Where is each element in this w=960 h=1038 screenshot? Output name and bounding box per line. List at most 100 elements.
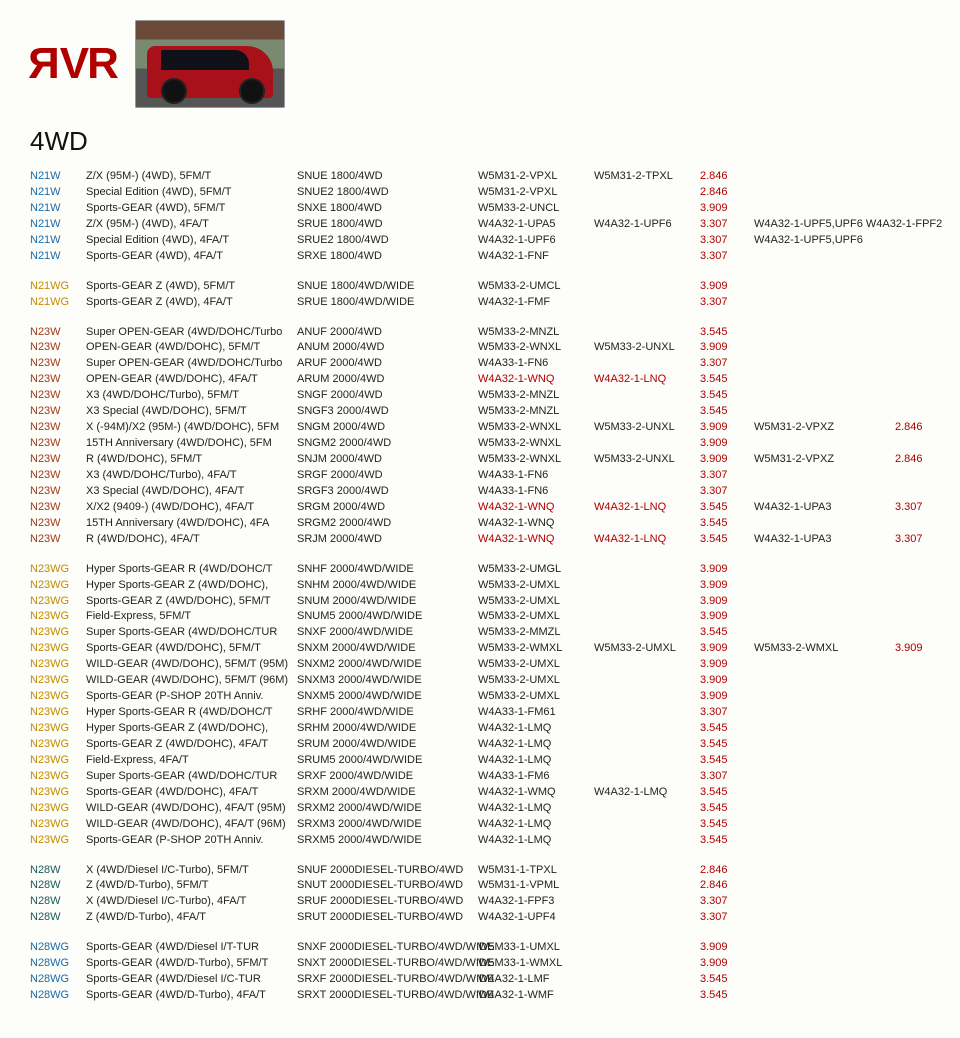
trans-extra [754, 721, 889, 737]
trans-primary: W5M33-2-UMXL [478, 657, 588, 673]
variant-desc: Sports-GEAR Z (4WD/DOHC), 4FA/T [86, 737, 291, 753]
ratio-primary: 2.846 [700, 878, 748, 894]
engine-code: SNXM5 2000/4WD/WIDE [297, 689, 472, 705]
model-code: N28WG [30, 988, 80, 1004]
table-row: N28WGSports-GEAR (4WD/D-Turbo), 5FM/TSNX… [30, 956, 930, 972]
engine-code: SNUT 2000DIESEL-TURBO/4WD [297, 878, 472, 894]
ratio-secondary [895, 833, 935, 849]
model-group: N23WG Hyper Sports-GEAR R (4WD/DOHC/T SNHF… [30, 562, 930, 849]
trans-primary: W5M33-2-UMGL [478, 562, 588, 578]
trans-primary: W4A32-1-FNF [478, 249, 588, 265]
trans-extra [754, 516, 889, 532]
trans-primary: W5M31-2-VPXL [478, 185, 588, 201]
engine-code: SRUT 2000DIESEL-TURBO/4WD [297, 910, 472, 926]
ratio-primary: 3.909 [700, 340, 748, 356]
trans-extra [754, 689, 889, 705]
ratio-secondary [895, 578, 935, 594]
trans-extra: W5M33-2-WMXL [754, 641, 889, 657]
variant-desc: Z (4WD/D-Turbo), 4FA/T [86, 910, 291, 926]
table-row: N23WSuper OPEN-GEAR (4WD/DOHC/TurboARUF … [30, 356, 930, 372]
ratio-secondary [895, 404, 935, 420]
ratio-secondary [895, 356, 935, 372]
model-code: N23WG [30, 769, 80, 785]
model-code: N23W [30, 468, 80, 484]
table-row: N23WGHyper Sports-GEAR Z (4WD/DOHC),SRHM… [30, 721, 930, 737]
table-row: N23WR (4WD/DOHC), 5FM/TSNJM 2000/4WDW5M3… [30, 452, 930, 468]
ratio-primary: 3.909 [700, 201, 748, 217]
variant-desc: X3 Special (4WD/DOHC), 5FM/T [86, 404, 291, 420]
model-code: N28W [30, 863, 80, 879]
table-row: N23WX3 (4WD/DOHC/Turbo), 5FM/TSNGF 2000/… [30, 388, 930, 404]
variant-desc: Hyper Sports-GEAR R (4WD/DOHC/T [86, 562, 291, 578]
table-row: N23WGHyper Sports-GEAR R (4WD/DOHC/TSRHF… [30, 705, 930, 721]
table-row: N28WX (4WD/Diesel I/C-Turbo), 5FM/TSNUF … [30, 863, 930, 879]
trans-primary: W5M33-1-UMXL [478, 940, 588, 956]
engine-code: SRGM2 2000/4WD [297, 516, 472, 532]
engine-code: SRXF 2000/4WD/WIDE [297, 769, 472, 785]
variant-desc: Super Sports-GEAR (4WD/DOHC/TUR [86, 769, 291, 785]
trans-extra [754, 169, 889, 185]
ratio-primary: 2.846 [700, 185, 748, 201]
variant-desc: Super Sports-GEAR (4WD/DOHC/TUR [86, 625, 291, 641]
trans-extra [754, 468, 889, 484]
trans-extra [754, 562, 889, 578]
engine-code: SRUE 1800/4WD/WIDE [297, 295, 472, 311]
variant-desc: 15TH Anniversary (4WD/DOHC), 4FA [86, 516, 291, 532]
trans-primary: W4A33-1-FN6 [478, 468, 588, 484]
trans-secondary [594, 279, 694, 295]
engine-code: SNHM 2000/4WD/WIDE [297, 578, 472, 594]
table-row: N23WGWILD-GEAR (4WD/DOHC), 5FM/T (95M)SN… [30, 657, 930, 673]
model-group: N23WSuper OPEN-GEAR (4WD/DOHC/TurboANUF … [30, 325, 930, 548]
trans-secondary [594, 910, 694, 926]
model-code: N23WG [30, 673, 80, 689]
model-code: N23W [30, 340, 80, 356]
engine-code: SNXM2 2000/4WD/WIDE [297, 657, 472, 673]
variant-desc: Z (4WD/D-Turbo), 5FM/T [86, 878, 291, 894]
variant-desc: WILD-GEAR (4WD/DOHC), 4FA/T (96M) [86, 817, 291, 833]
trans-secondary: W5M33-2-UNXL [594, 420, 694, 436]
ratio-primary: 3.909 [700, 609, 748, 625]
variant-desc: Sports-GEAR (4WD/DOHC), 5FM/T [86, 641, 291, 657]
model-group: N28WGSports-GEAR (4WD/Diesel I/T-TURSNXF… [30, 940, 930, 1004]
ratio-secondary [895, 972, 935, 988]
ratio-primary: 3.545 [700, 404, 748, 420]
engine-code: SNUE 1800/4WD/WIDE [297, 279, 472, 295]
trans-secondary: W4A32-1-LMQ [594, 785, 694, 801]
variant-desc: Sports-GEAR (P-SHOP 20TH Anniv. [86, 689, 291, 705]
table-row: N28WZ (4WD/D-Turbo), 5FM/TSNUT 2000DIESE… [30, 878, 930, 894]
model-code: N21W [30, 217, 80, 233]
car-photo [135, 20, 285, 108]
table-row: N23WGSports-GEAR (4WD/DOHC), 5FM/TSNXM 2… [30, 641, 930, 657]
trans-extra [754, 340, 889, 356]
model-code: N28WG [30, 940, 80, 956]
variant-desc: WILD-GEAR (4WD/DOHC), 5FM/T (95M) [86, 657, 291, 673]
trans-primary: W5M33-2-WNXL [478, 436, 588, 452]
ratio-primary: 3.909 [700, 657, 748, 673]
table-row: N23WX3 (4WD/DOHC/Turbo), 4FA/TSRGF 2000/… [30, 468, 930, 484]
trans-secondary [594, 625, 694, 641]
engine-code: SNHF 2000/4WD/WIDE [297, 562, 472, 578]
trans-primary: W5M33-2-WNXL [478, 452, 588, 468]
table-row: N21WZ/X (95M-) (4WD), 5FM/TSNUE 1800/4WD… [30, 169, 930, 185]
trans-primary: W5M33-1-WMXL [478, 956, 588, 972]
table-row: N23WGSports-GEAR Z (4WD/DOHC), 4FA/TSRUM… [30, 737, 930, 753]
variant-desc: R (4WD/DOHC), 4FA/T [86, 532, 291, 548]
trans-primary: W5M33-2-WMXL [478, 641, 588, 657]
table-row: N28WGSports-GEAR (4WD/D-Turbo), 4FA/TSRX… [30, 988, 930, 1004]
trans-secondary [594, 817, 694, 833]
table-row: N23WX/X2 (9409-) (4WD/DOHC), 4FA/TSRGM 2… [30, 500, 930, 516]
model-code: N21W [30, 249, 80, 265]
model-code: N23W [30, 452, 80, 468]
trans-primary: W5M33-2-UMXL [478, 578, 588, 594]
section-title: 4WD [30, 126, 930, 157]
trans-extra [754, 404, 889, 420]
ratio-secondary [895, 484, 935, 500]
ratio-primary: 3.307 [700, 468, 748, 484]
table-row: N23WSuper OPEN-GEAR (4WD/DOHC/TurboANUF … [30, 325, 930, 341]
ratio-primary: 3.909 [700, 452, 748, 468]
ratio-secondary [895, 785, 935, 801]
trans-secondary [594, 594, 694, 610]
model-code: N23WG [30, 594, 80, 610]
page-header: RVR [30, 20, 930, 108]
trans-secondary [594, 388, 694, 404]
